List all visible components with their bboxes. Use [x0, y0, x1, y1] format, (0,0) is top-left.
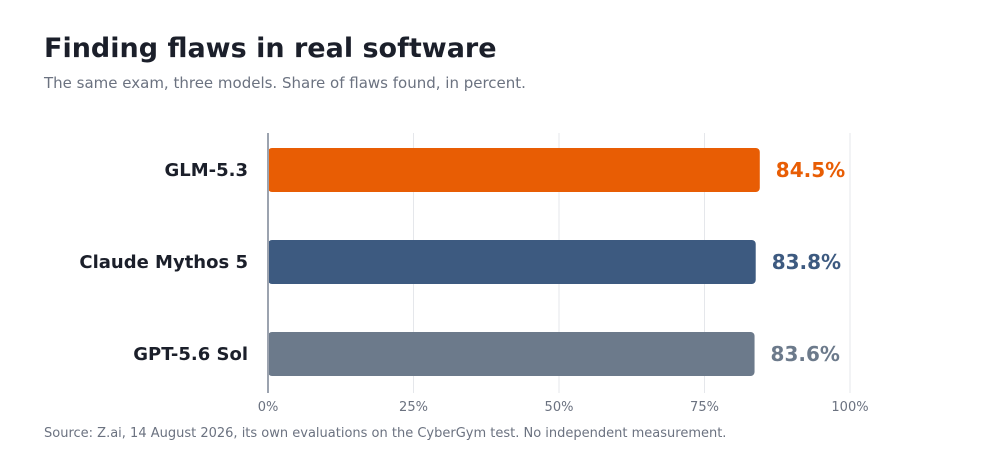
x-tick-label: 25% [399, 400, 428, 415]
source-note: Source: Z.ai, 14 August 2026, its own ev… [44, 426, 727, 441]
x-tick-label: 50% [545, 400, 574, 415]
x-tick-label: 0% [258, 400, 279, 415]
chart-subtitle: The same exam, three models. Share of fl… [44, 74, 526, 92]
value-label: 83.6% [771, 342, 840, 366]
bar [268, 240, 756, 284]
category-label: GLM-5.3 [164, 160, 248, 181]
x-tick-label: 100% [831, 400, 868, 415]
chart-title: Finding flaws in real software [44, 33, 497, 64]
bar [268, 332, 755, 376]
labels: 0% 25% 50% 75% 100% GLM-5.3 84.5% Claude Mythos… [79, 158, 868, 415]
bar [268, 148, 760, 192]
category-label: GPT-5.6 Sol [133, 344, 248, 365]
x-tick-label: 75% [690, 400, 719, 415]
value-label: 84.5% [776, 158, 845, 182]
category-label: Claude Mythos 5 [79, 252, 248, 273]
bars [268, 148, 760, 376]
value-label: 83.8% [772, 250, 841, 274]
